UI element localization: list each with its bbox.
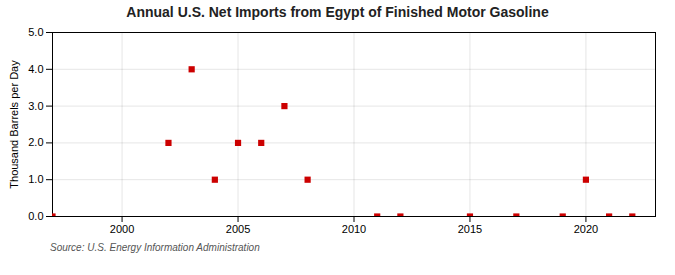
- html-text:Annual U.S. Net Imports from E: Annual U.S. Net Imports from Egypt of Fi…: [126, 4, 549, 20]
- svg-text:2010: 2010: [342, 223, 366, 235]
- svg-text:3.0: 3.0: [28, 100, 43, 112]
- svg-text:1.0: 1.0: [28, 173, 43, 185]
- svg-text:2.0: 2.0: [28, 136, 43, 148]
- svg-text:4.0: 4.0: [28, 63, 43, 75]
- svg-text:2020: 2020: [574, 223, 598, 235]
- svg-text:Thousand Barrels per Day: Thousand Barrels per Day: [8, 60, 20, 189]
- svg-text:0.0: 0.0: [28, 210, 43, 222]
- svg-text:2005: 2005: [226, 223, 250, 235]
- svg-text:5.0: 5.0: [28, 26, 43, 38]
- html-text:Source: U.S. Energy Informatio: Source: U.S. Energy Information Administ…: [50, 242, 260, 253]
- svg-text:2000: 2000: [110, 223, 134, 235]
- svg-text:2015: 2015: [458, 223, 482, 235]
